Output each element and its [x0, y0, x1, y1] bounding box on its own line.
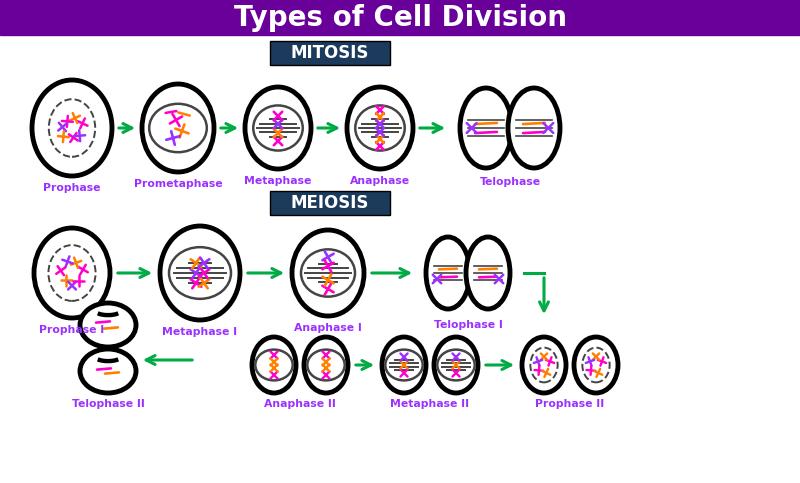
Ellipse shape: [304, 337, 348, 393]
Ellipse shape: [80, 303, 136, 347]
Text: Anaphase: Anaphase: [350, 176, 410, 186]
Bar: [0, 0, 800, 35]
Text: Anaphase II: Anaphase II: [264, 399, 336, 409]
Text: Prophase: Prophase: [43, 183, 101, 193]
Ellipse shape: [34, 228, 110, 318]
Text: Telophase I: Telophase I: [434, 320, 502, 330]
FancyBboxPatch shape: [270, 191, 390, 215]
Ellipse shape: [466, 237, 510, 309]
Ellipse shape: [32, 80, 112, 176]
Ellipse shape: [508, 88, 560, 168]
Text: Prometaphase: Prometaphase: [134, 179, 222, 189]
Ellipse shape: [460, 88, 512, 168]
Bar: [424, 237, 512, 309]
Ellipse shape: [245, 87, 311, 169]
Text: Telophase II: Telophase II: [71, 399, 145, 409]
Text: MEIOSIS: MEIOSIS: [291, 194, 369, 212]
Ellipse shape: [434, 337, 478, 393]
FancyBboxPatch shape: [270, 41, 390, 65]
Text: MITOSIS: MITOSIS: [291, 44, 369, 62]
Ellipse shape: [80, 349, 136, 393]
Ellipse shape: [382, 337, 426, 393]
Text: Metaphase II: Metaphase II: [390, 399, 470, 409]
Text: Metaphase: Metaphase: [244, 176, 312, 186]
Text: Telophase: Telophase: [479, 177, 541, 187]
Ellipse shape: [426, 237, 470, 309]
Text: Prophase II: Prophase II: [535, 399, 605, 409]
Text: Prophase I: Prophase I: [39, 325, 105, 335]
Ellipse shape: [347, 87, 413, 169]
Text: Anaphase I: Anaphase I: [294, 323, 362, 333]
Ellipse shape: [574, 337, 618, 393]
Ellipse shape: [292, 230, 364, 316]
Bar: [458, 88, 562, 168]
Text: Types of Cell Division: Types of Cell Division: [234, 4, 566, 32]
Ellipse shape: [142, 84, 214, 172]
Ellipse shape: [522, 337, 566, 393]
Ellipse shape: [160, 226, 240, 320]
Text: Metaphase I: Metaphase I: [162, 327, 238, 337]
Ellipse shape: [252, 337, 296, 393]
